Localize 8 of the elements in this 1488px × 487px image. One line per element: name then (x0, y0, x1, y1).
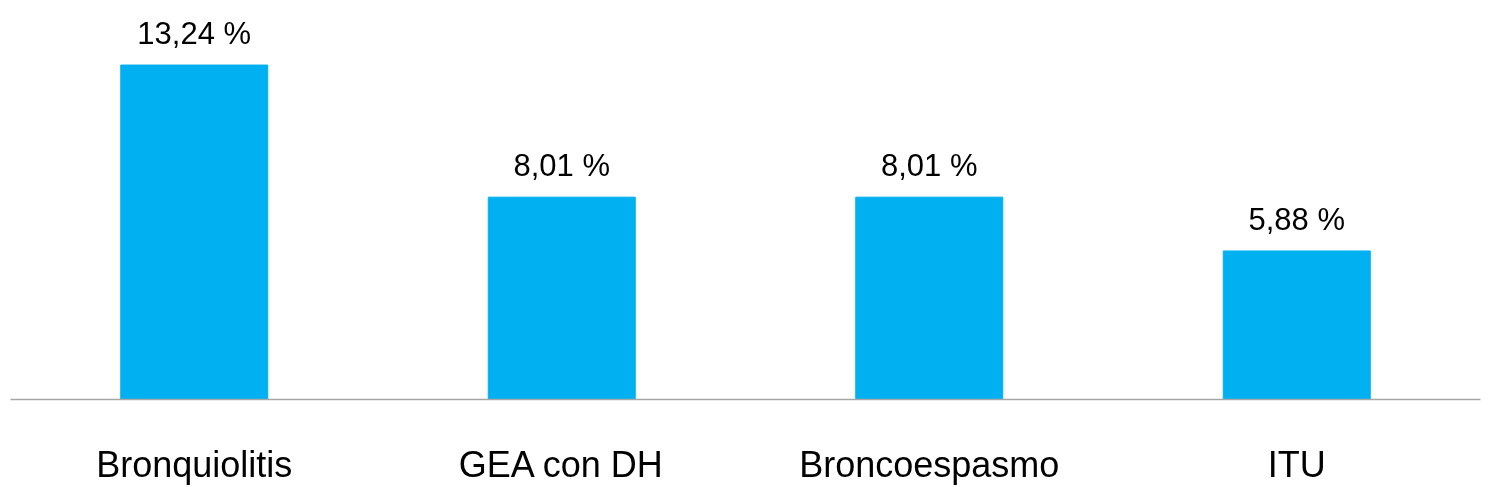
data-label: 13,24 % (137, 16, 252, 52)
x-tick-label: Broncoespasmo (799, 443, 1060, 485)
data-label: 5,88 % (1248, 201, 1346, 237)
x-tick-label: ITU (1267, 443, 1326, 485)
x-tick-label: Bronquiolitis (96, 443, 293, 485)
x-tick-label: GEA con DH (458, 443, 663, 485)
data-label: 8,01 % (513, 148, 611, 184)
data-label: 8,01 % (880, 148, 978, 184)
